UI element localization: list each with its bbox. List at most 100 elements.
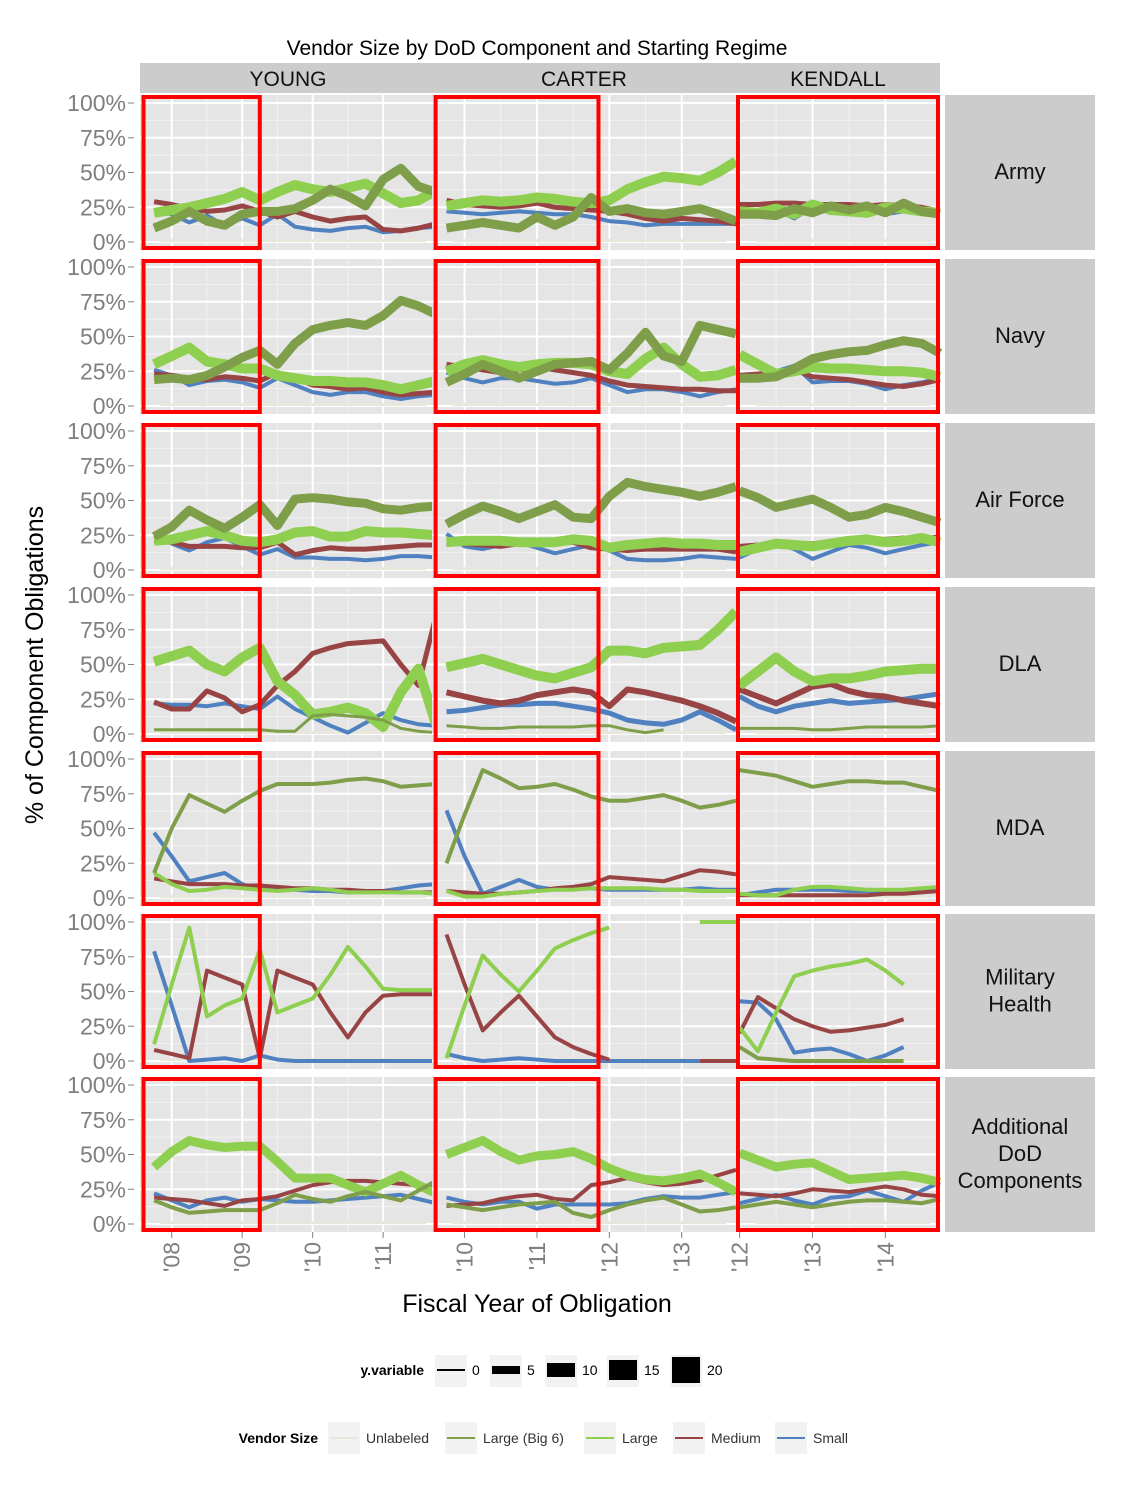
y-tick-label: 50%	[80, 1142, 126, 1168]
series-line-large	[446, 534, 736, 553]
row-strip-label: Navy	[995, 323, 1045, 348]
series-line-medium	[444, 933, 736, 1063]
series-line-large-big-6	[151, 493, 437, 541]
highlight-box	[433, 587, 601, 742]
row-strip	[945, 259, 1095, 414]
color-legend-label: Large (Big 6)	[483, 1430, 564, 1446]
series-line-large	[738, 533, 942, 557]
row-strip-label-line: Health	[988, 992, 1052, 1017]
series-line-large	[153, 178, 439, 218]
series-line-large	[151, 1136, 438, 1198]
series-line-large-big-6	[154, 713, 437, 735]
x-tick-label: '09	[229, 1242, 255, 1272]
size-legend-title: y.variable	[360, 1362, 424, 1378]
facet-panel	[140, 259, 438, 414]
series-line-large-big-6	[152, 776, 437, 874]
row-strip-label-line: Additional	[972, 1114, 1069, 1139]
row-strip-label-line: Military	[985, 965, 1055, 990]
series-line-medium	[739, 1184, 941, 1199]
highlight-box	[736, 1077, 940, 1232]
color-legend-title: Vendor Size	[239, 1430, 319, 1446]
row-strip	[945, 587, 1095, 742]
y-tick-label: 25%	[80, 522, 126, 548]
series-line-large-big-6	[738, 486, 942, 528]
row-strip-label-line: DLA	[999, 651, 1042, 676]
series-line-large	[736, 652, 940, 690]
series-line-large	[444, 920, 736, 1059]
size-legend-label: 15	[644, 1362, 660, 1378]
row-strip	[945, 95, 1095, 250]
y-tick-label: 75%	[80, 453, 126, 479]
facet-panel	[736, 751, 941, 906]
color-legend-label: Small	[813, 1430, 848, 1446]
x-tick-label: '08	[159, 1242, 185, 1272]
y-tick-label: 50%	[80, 488, 126, 514]
series-line-large	[152, 642, 441, 732]
y-tick-label: 0%	[93, 1211, 126, 1237]
series-line-small	[153, 367, 437, 401]
row-strip-label: Army	[994, 159, 1045, 184]
row-strip	[945, 423, 1095, 578]
facet-panel	[140, 914, 436, 1069]
highlight-box	[433, 423, 601, 578]
size-legend-label: 20	[707, 1362, 723, 1378]
highlight-box	[433, 259, 601, 414]
x-tick-label: '10	[300, 1242, 326, 1272]
x-tick-label: '12	[727, 1242, 753, 1272]
facet-panel	[432, 423, 738, 578]
series-line-large-big-6	[152, 163, 438, 233]
highlight-box	[141, 423, 262, 578]
series-line-large-big-6	[739, 724, 941, 732]
y-tick-label: 50%	[80, 979, 126, 1005]
facet-panel	[432, 1077, 739, 1232]
size-legend-label: 5	[527, 1362, 535, 1378]
highlight-box	[141, 914, 262, 1069]
y-tick-label: 100%	[67, 254, 126, 280]
y-axis-title: % of Component Obligations	[21, 506, 49, 824]
size-legend-label: 10	[582, 1362, 598, 1378]
facet-panel	[736, 259, 943, 414]
series-line-small	[446, 700, 738, 733]
x-axis-title: Fiscal Year of Obligation	[402, 1290, 672, 1318]
row-strip	[945, 914, 1095, 1069]
y-tick-label: 50%	[80, 160, 126, 186]
highlight-box	[736, 259, 940, 414]
series-line-medium	[153, 538, 436, 558]
facet-panel	[432, 914, 736, 1069]
y-tick-label: 0%	[93, 229, 126, 255]
y-tick-label: 75%	[80, 781, 126, 807]
column-strip	[736, 63, 940, 93]
series-line-large-big-6	[446, 724, 664, 735]
x-tick-label: '14	[872, 1242, 898, 1272]
x-tick-label: '13	[800, 1242, 826, 1272]
color-legend-label: Large	[622, 1430, 658, 1446]
row-strip-label: Air Force	[975, 487, 1064, 512]
column-strip	[140, 63, 436, 93]
y-tick-label: 0%	[93, 885, 126, 911]
series-line-medium	[738, 681, 941, 710]
series-line-large	[151, 342, 438, 395]
row-strip-label: MDA	[996, 815, 1045, 840]
series-line-medium	[737, 995, 905, 1035]
series-line-large-big-6	[153, 1179, 437, 1215]
series-line-small	[445, 370, 737, 399]
facet-panel	[736, 95, 941, 250]
series-line-large-big-6	[739, 336, 943, 383]
y-tick-label: 50%	[80, 652, 126, 678]
y-tick-label: 25%	[80, 850, 126, 876]
series-line-large-big-6	[153, 295, 438, 385]
y-tick-label: 25%	[80, 1176, 126, 1202]
x-tick-label: '11	[370, 1242, 396, 1270]
size-legend-label: 0	[472, 1362, 480, 1378]
x-tick-label: '10	[452, 1242, 478, 1272]
series-line-small	[446, 1190, 737, 1211]
highlight-box	[433, 95, 601, 250]
row-strip-label: Military Health	[985, 965, 1055, 1017]
highlight-box	[736, 587, 940, 742]
series-line-large	[152, 925, 436, 1045]
facet-panel	[140, 423, 437, 578]
column-strip	[432, 63, 736, 93]
y-tick-label: 75%	[80, 1107, 126, 1133]
series-line-large	[737, 1148, 942, 1187]
